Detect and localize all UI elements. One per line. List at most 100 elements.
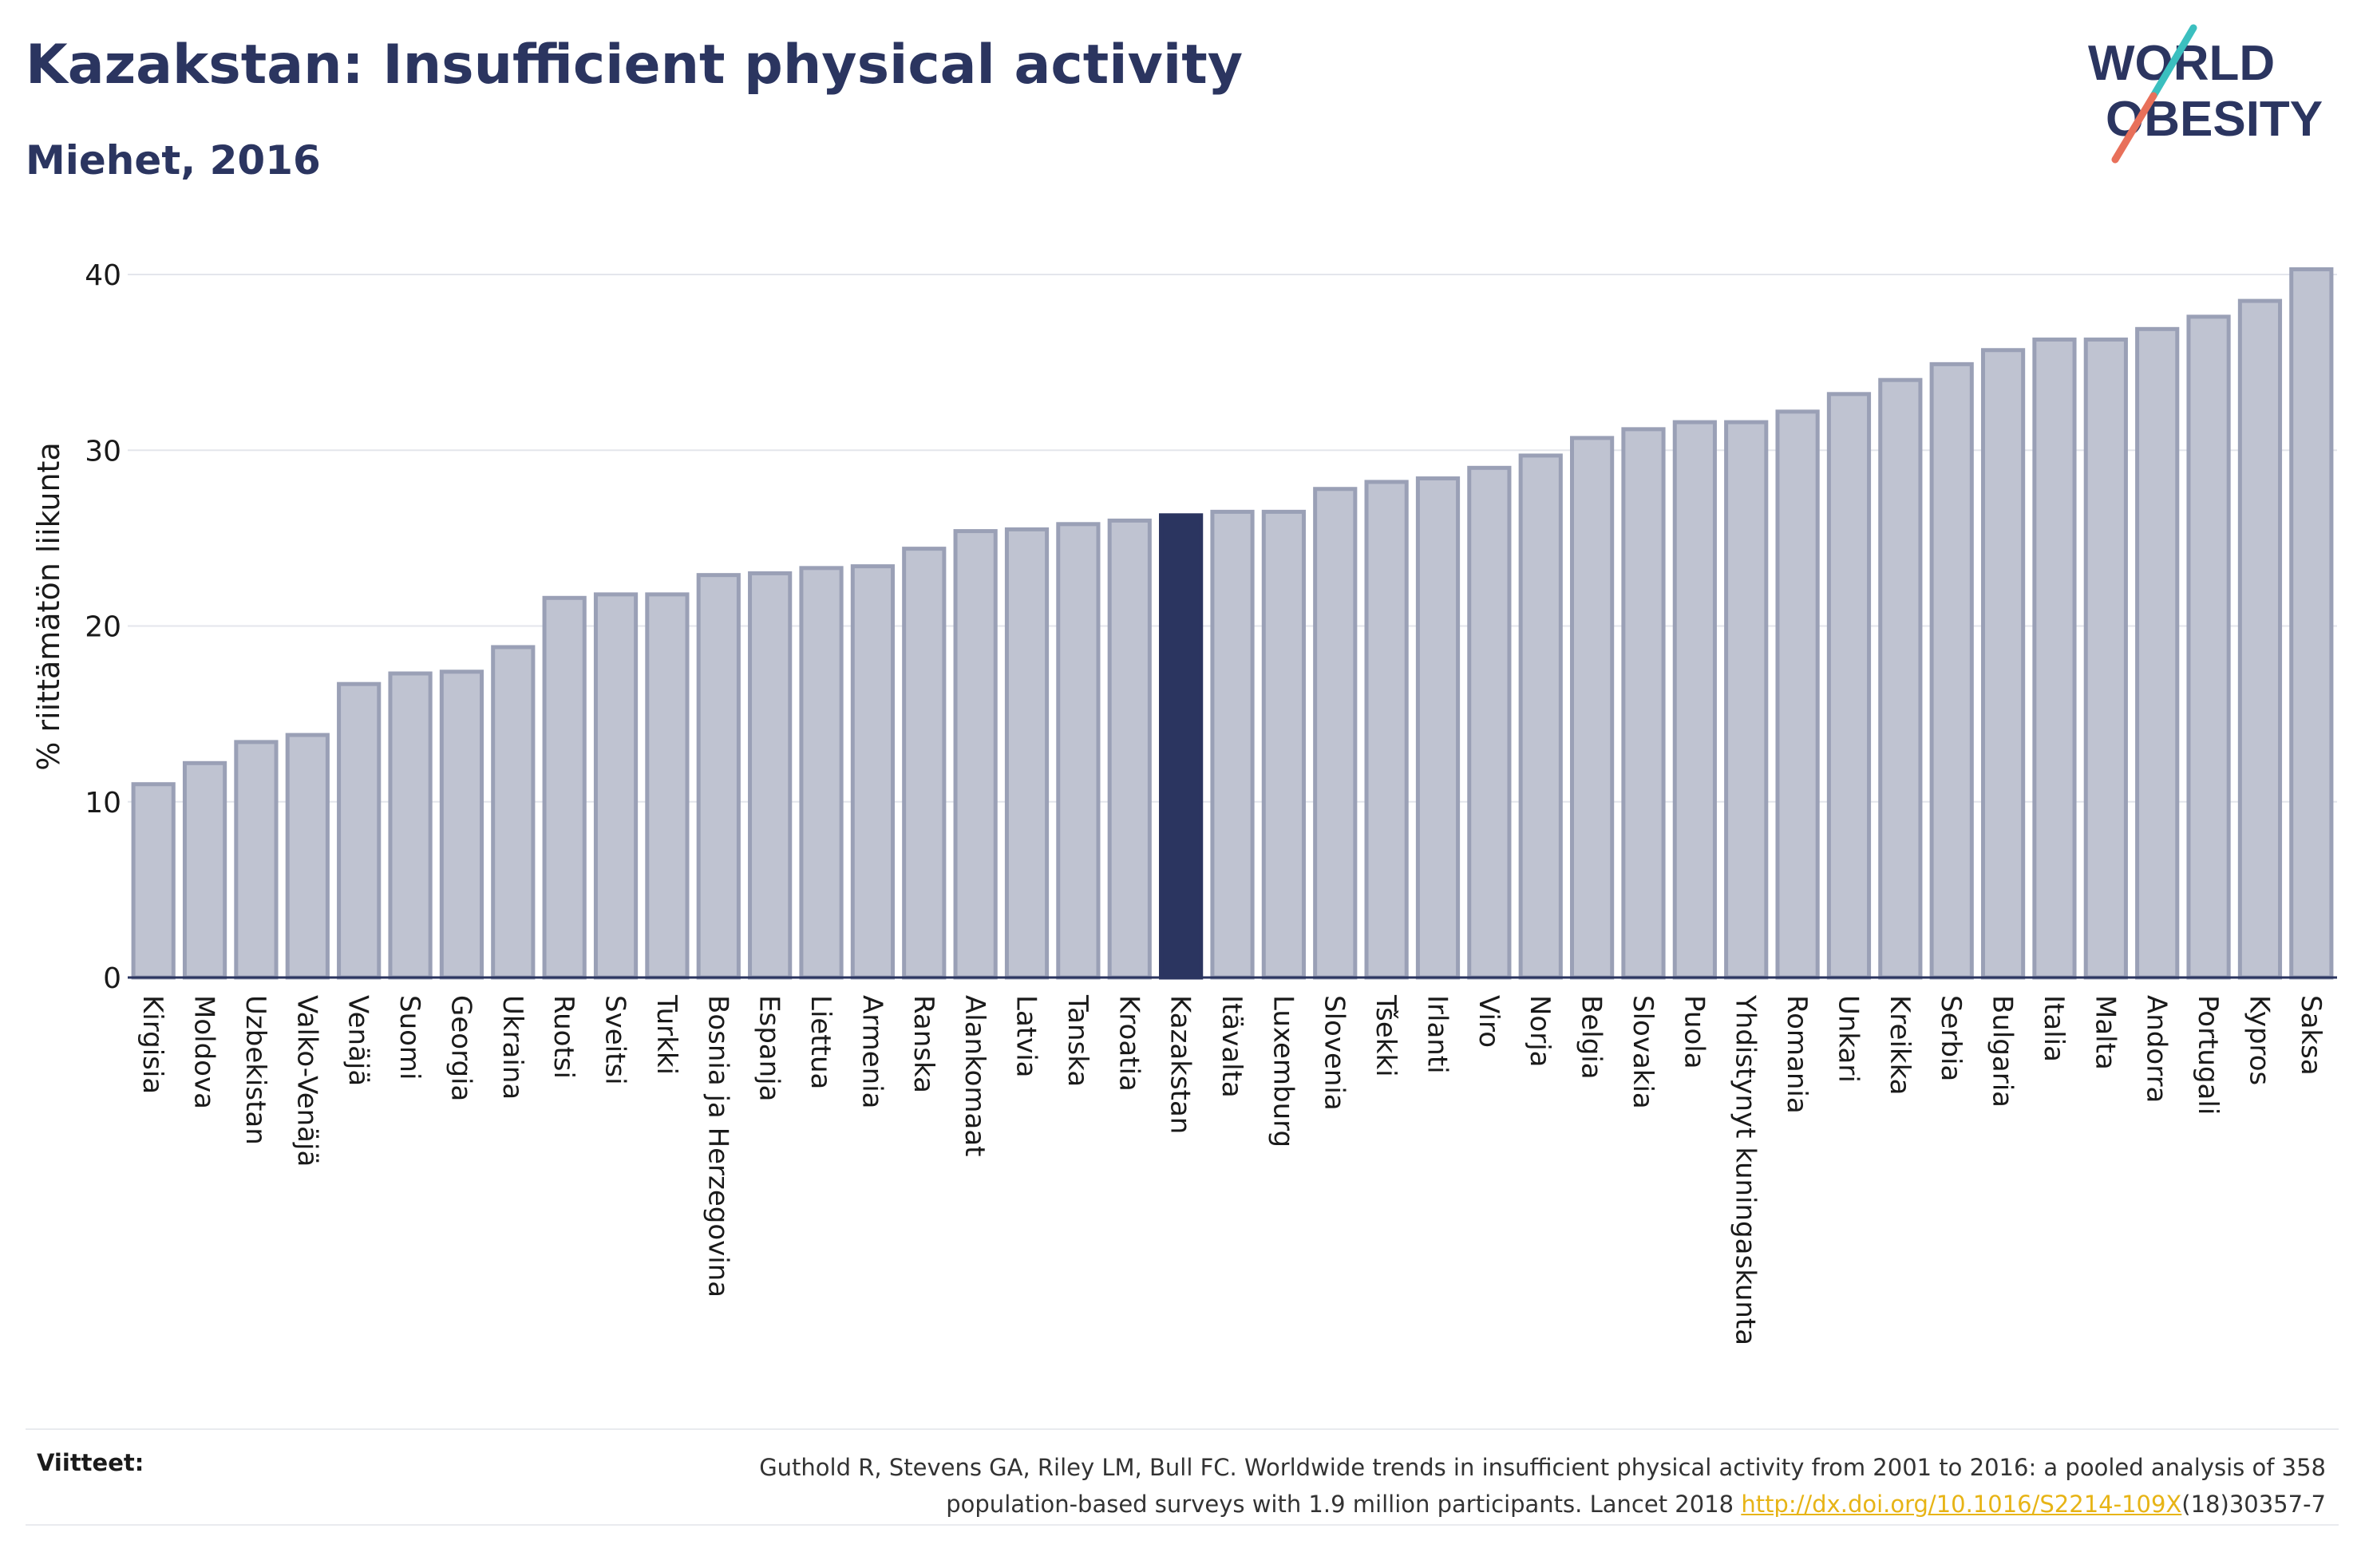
x-tick-label: Romania	[1781, 995, 1813, 1114]
x-tick-label: Valko-Venäjä	[291, 995, 322, 1167]
bar-ranska[interactable]	[902, 547, 947, 980]
bar-valko-ven-j-[interactable]	[285, 733, 330, 980]
x-tick-label: Kreikka	[1884, 995, 1916, 1096]
x-tick-label: Venäjä	[342, 995, 374, 1086]
x-tick-label: Ruotsi	[548, 995, 579, 1079]
bar-ruotsi[interactable]	[542, 595, 587, 980]
references-text: Guthold R, Stevens GA, Riley LM, Bull FC…	[490, 1449, 2326, 1523]
references-label: Viitteet:	[37, 1449, 144, 1476]
bar-it-valta[interactable]	[1210, 509, 1255, 980]
reference-line-2-post: (18)30357-7	[2181, 1491, 2326, 1518]
x-tick-label: Irlanti	[1421, 995, 1453, 1074]
x-tick-label: Turkki	[651, 994, 682, 1075]
x-tick-label: Kazakstan	[1165, 995, 1196, 1134]
bar-georgia[interactable]	[439, 669, 484, 980]
y-tick-label: 30	[85, 435, 121, 468]
bar-kazakstan[interactable]	[1159, 513, 1204, 980]
bar-t-ekki[interactable]	[1364, 480, 1409, 980]
bar-puola[interactable]	[1672, 420, 1717, 980]
bar-malta[interactable]	[2083, 338, 2128, 980]
bar-viro[interactable]	[1467, 465, 1512, 980]
x-tick-label: Suomi	[394, 995, 425, 1080]
bar-kirgisia[interactable]	[131, 782, 176, 980]
bar-armenia[interactable]	[850, 564, 896, 980]
x-tick-label: Portugali	[2192, 995, 2224, 1115]
bar-serbia[interactable]	[1929, 361, 1974, 980]
footer-divider-bottom	[26, 1524, 2339, 1526]
y-tick-label: 20	[85, 611, 121, 644]
bar-suomi[interactable]	[388, 671, 433, 980]
reference-line-2-pre: population-based surveys with 1.9 millio…	[946, 1491, 1742, 1518]
bar-liettua[interactable]	[799, 566, 844, 980]
x-tick-label: Tšekki	[1370, 994, 1402, 1077]
reference-doi-link[interactable]: http://dx.doi.org/10.1016/S2214-109X	[1741, 1491, 2182, 1518]
bar-andorra[interactable]	[2135, 326, 2180, 980]
bar-portugali[interactable]	[2186, 314, 2231, 980]
bar-uzbekistan[interactable]	[234, 740, 279, 980]
bar-turkki[interactable]	[645, 592, 690, 980]
x-tick-label: Latvia	[1010, 995, 1042, 1078]
x-tick-label: Kypros	[2243, 995, 2275, 1085]
bar-slovenia[interactable]	[1313, 487, 1358, 980]
x-tick-label: Puola	[1678, 995, 1710, 1069]
x-tick-label: Ranska	[908, 995, 939, 1093]
y-tick-label: 40	[85, 259, 121, 292]
bar-moldova[interactable]	[182, 760, 227, 980]
bar-saksa[interactable]	[2289, 267, 2334, 980]
x-tick-label: Kirgisia	[136, 995, 168, 1094]
x-tick-label: Georgia	[445, 995, 477, 1101]
x-tick-label: Sveitsi	[599, 995, 631, 1085]
x-tick-label: Alankomaat	[959, 995, 991, 1157]
x-tick-label: Slovakia	[1627, 995, 1659, 1109]
x-tick-label: Saksa	[2295, 995, 2327, 1076]
bar-sveitsi[interactable]	[593, 592, 639, 980]
x-tick-label: Unkari	[1832, 995, 1864, 1083]
x-tick-label: Ukraina	[496, 995, 528, 1100]
bar-unkari[interactable]	[1826, 392, 1872, 980]
x-tick-label: Moldova	[188, 995, 220, 1109]
x-tick-label: Malta	[2089, 995, 2121, 1070]
bar-ukraina[interactable]	[491, 645, 536, 980]
bar-luxemburg[interactable]	[1261, 509, 1306, 980]
bar-kroatia[interactable]	[1107, 518, 1152, 980]
x-tick-label: Espanja	[753, 995, 785, 1101]
bar-latvia[interactable]	[1004, 527, 1050, 980]
bar-italia[interactable]	[2032, 338, 2077, 980]
bar-espanja[interactable]	[748, 571, 793, 980]
footer-divider-top	[26, 1428, 2339, 1430]
bar-norja[interactable]	[1518, 453, 1563, 980]
bar-kypros[interactable]	[2237, 298, 2283, 980]
bar-yhdistynyt-kuningaskunta[interactable]	[1724, 420, 1769, 980]
x-tick-label: Bosnia ja Herzegovina	[702, 995, 734, 1297]
bar-tanska[interactable]	[1056, 522, 1101, 980]
world-obesity-logo: WORLD OBESITY	[2088, 24, 2323, 164]
bar-slovakia[interactable]	[1621, 427, 1666, 980]
chart-subtitle: Miehet, 2016	[26, 137, 321, 184]
x-tick-label: Liettua	[805, 995, 836, 1089]
x-tick-label: Norja	[1524, 995, 1556, 1068]
x-tick-label: Itävalta	[1216, 995, 1248, 1098]
bar-irlanti[interactable]	[1415, 476, 1461, 980]
x-tick-labels: Kirgisia Moldova Uzbekistan Valko-Venäjä Ven…	[136, 994, 2327, 1345]
x-tick-label: Serbia	[1935, 995, 1967, 1081]
bar-romania[interactable]	[1775, 409, 1820, 980]
reference-line-2: population-based surveys with 1.9 millio…	[490, 1486, 2326, 1523]
bar-bosnia-ja-herzegovina[interactable]	[696, 573, 741, 980]
y-tick-labels: 0 10 20 30 40	[85, 259, 121, 995]
reference-line-1: Guthold R, Stevens GA, Riley LM, Bull FC…	[759, 1454, 2326, 1481]
x-tick-label: Uzbekistan	[239, 995, 271, 1145]
bar-belgia[interactable]	[1569, 436, 1615, 980]
bar-alankomaat[interactable]	[953, 529, 998, 980]
bar-bulgaria[interactable]	[1980, 348, 2026, 980]
x-tick-label: Yhdistynyt kuningaskunta	[1730, 994, 1762, 1345]
x-tick-label: Viro	[1473, 995, 1505, 1048]
y-tick-label: 0	[103, 962, 121, 995]
bar-kreikka[interactable]	[1878, 377, 1923, 980]
x-tick-label: Armenia	[856, 995, 888, 1109]
x-tick-label: Tanska	[1062, 994, 1093, 1087]
x-tick-label: Belgia	[1576, 995, 1608, 1080]
bar-ven-j-[interactable]	[337, 681, 382, 980]
chart-title: Kazakstan: Insufficient physical activit…	[26, 34, 1244, 97]
x-tick-label: Slovenia	[1319, 995, 1351, 1111]
